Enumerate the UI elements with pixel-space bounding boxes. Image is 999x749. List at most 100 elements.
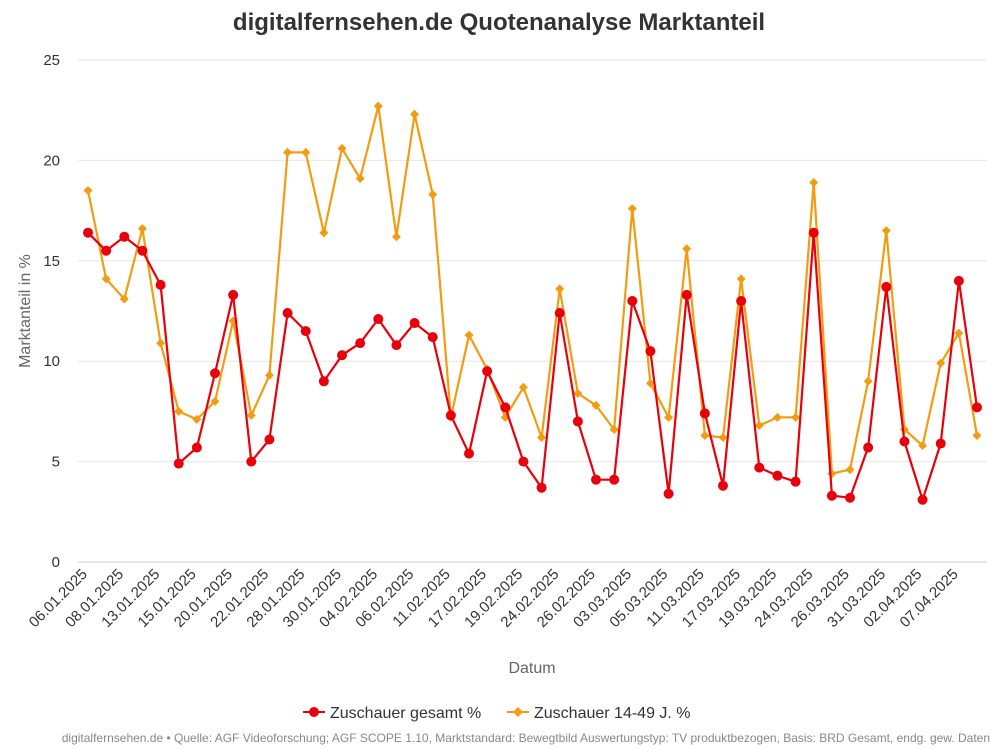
data-point-14-49[interactable] <box>736 274 746 284</box>
data-point-gesamt[interactable] <box>391 340 402 351</box>
data-point-14-49[interactable] <box>881 226 891 236</box>
data-point-14-49[interactable] <box>754 420 764 430</box>
data-point-gesamt[interactable] <box>899 436 910 447</box>
data-point-14-49[interactable] <box>355 173 365 183</box>
data-point-gesamt[interactable] <box>355 338 366 349</box>
data-point-gesamt[interactable] <box>264 434 275 445</box>
data-point-gesamt[interactable] <box>591 474 601 485</box>
data-point-14-49[interactable] <box>664 412 674 422</box>
data-point-gesamt[interactable] <box>881 281 892 292</box>
data-point-gesamt[interactable] <box>718 480 728 491</box>
data-point-14-49[interactable] <box>863 376 873 386</box>
data-point-gesamt[interactable] <box>681 289 692 300</box>
data-point-gesamt[interactable] <box>554 308 565 319</box>
data-point-gesamt[interactable] <box>500 402 511 413</box>
data-point-gesamt[interactable] <box>464 448 474 459</box>
data-point-14-49[interactable] <box>319 228 329 238</box>
data-point-14-49[interactable] <box>972 430 982 440</box>
data-point-gesamt[interactable] <box>173 458 184 469</box>
data-point-gesamt[interactable] <box>445 410 456 421</box>
data-point-14-49[interactable] <box>428 190 438 200</box>
data-point-gesamt[interactable] <box>790 476 801 487</box>
data-point-gesamt[interactable] <box>137 245 148 256</box>
data-point-gesamt[interactable] <box>645 346 656 357</box>
data-point-14-49[interactable] <box>391 232 401 242</box>
data-point-gesamt[interactable] <box>373 314 384 325</box>
data-point-gesamt[interactable] <box>282 308 293 319</box>
data-point-gesamt[interactable] <box>101 245 112 256</box>
data-point-gesamt[interactable] <box>935 438 946 449</box>
data-point-gesamt[interactable] <box>627 295 638 306</box>
data-point-14-49[interactable] <box>373 101 383 111</box>
data-point-gesamt[interactable] <box>826 490 837 501</box>
data-point-gesamt[interactable] <box>482 366 493 377</box>
data-point-gesamt[interactable] <box>83 227 93 238</box>
data-point-14-49[interactable] <box>936 358 946 368</box>
data-point-14-49[interactable] <box>518 382 528 392</box>
data-point-gesamt[interactable] <box>228 289 239 300</box>
data-point-gesamt[interactable] <box>572 416 583 427</box>
data-point-gesamt[interactable] <box>318 376 329 387</box>
legend-item-zuschauer-14-49[interactable]: Zuschauer 14-49 J. % <box>507 705 691 722</box>
data-point-14-49[interactable] <box>537 433 547 443</box>
data-point-14-49[interactable] <box>156 338 166 348</box>
data-point-14-49[interactable] <box>101 274 111 284</box>
data-point-14-49[interactable] <box>210 396 220 406</box>
data-point-14-49[interactable] <box>119 294 129 304</box>
data-point-14-49[interactable] <box>645 378 655 388</box>
data-point-14-49[interactable] <box>192 414 202 424</box>
data-point-gesamt[interactable] <box>518 456 529 467</box>
data-point-14-49[interactable] <box>609 424 619 434</box>
data-point-gesamt[interactable] <box>210 368 220 379</box>
data-point-14-49[interactable] <box>591 400 601 410</box>
data-point-gesamt[interactable] <box>863 442 874 453</box>
data-point-gesamt[interactable] <box>917 494 928 505</box>
data-point-14-49[interactable] <box>573 388 583 398</box>
data-point-14-49[interactable] <box>137 224 147 234</box>
data-point-gesamt[interactable] <box>300 326 311 337</box>
data-point-gesamt[interactable] <box>191 442 202 453</box>
data-point-14-49[interactable] <box>791 412 801 422</box>
data-point-14-49[interactable] <box>827 469 837 479</box>
data-point-14-49[interactable] <box>264 370 274 380</box>
data-point-14-49[interactable] <box>772 412 782 422</box>
data-point-14-49[interactable] <box>337 143 347 153</box>
data-point-gesamt[interactable] <box>663 488 674 499</box>
data-point-14-49[interactable] <box>464 330 474 340</box>
data-point-gesamt[interactable] <box>119 231 130 242</box>
data-point-14-49[interactable] <box>718 433 728 443</box>
data-point-gesamt[interactable] <box>699 408 710 419</box>
data-point-gesamt[interactable] <box>953 275 964 286</box>
data-point-gesamt[interactable] <box>754 462 765 473</box>
data-point-14-49[interactable] <box>809 177 819 187</box>
data-point-gesamt[interactable] <box>736 295 747 306</box>
data-point-14-49[interactable] <box>627 204 637 214</box>
data-point-gesamt[interactable] <box>427 332 438 343</box>
data-point-14-49[interactable] <box>246 410 256 420</box>
data-point-gesamt[interactable] <box>337 350 347 361</box>
data-point-14-49[interactable] <box>174 406 184 416</box>
data-point-14-49[interactable] <box>283 147 293 157</box>
data-point-14-49[interactable] <box>83 186 93 196</box>
data-point-gesamt[interactable] <box>536 482 547 493</box>
legend-item-zuschauer-gesamt[interactable]: Zuschauer gesamt % <box>303 705 481 722</box>
gridlines <box>78 59 987 463</box>
data-point-14-49[interactable] <box>555 284 565 294</box>
data-point-14-49[interactable] <box>954 328 964 338</box>
data-point-14-49[interactable] <box>918 441 928 451</box>
series-zuschauer-14-49 <box>83 101 982 479</box>
data-point-gesamt[interactable] <box>609 474 620 485</box>
data-point-gesamt[interactable] <box>246 456 257 467</box>
data-point-gesamt[interactable] <box>845 492 855 503</box>
data-point-14-49[interactable] <box>410 109 420 119</box>
data-point-gesamt[interactable] <box>409 318 420 329</box>
data-point-gesamt[interactable] <box>972 402 982 413</box>
data-point-14-49[interactable] <box>682 244 692 254</box>
data-point-14-49[interactable] <box>700 430 710 440</box>
data-point-gesamt[interactable] <box>808 227 819 238</box>
data-point-14-49[interactable] <box>301 147 311 157</box>
data-point-gesamt[interactable] <box>155 279 166 290</box>
data-point-14-49[interactable] <box>845 465 855 475</box>
data-point-gesamt[interactable] <box>772 470 783 481</box>
legend-label-gesamt: Zuschauer gesamt % <box>330 705 481 722</box>
